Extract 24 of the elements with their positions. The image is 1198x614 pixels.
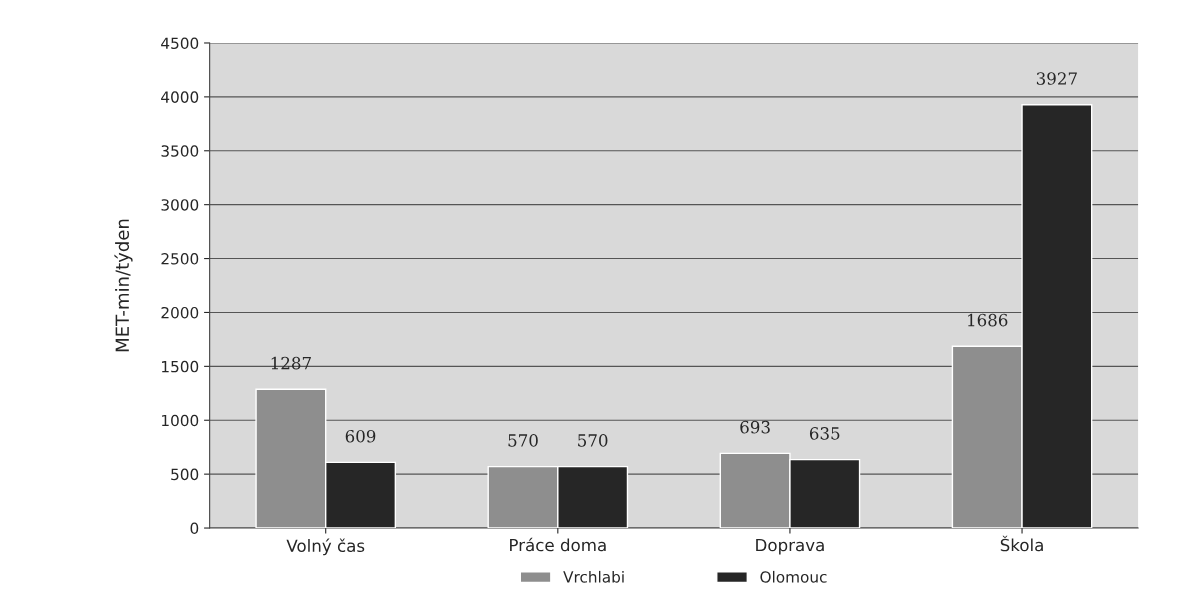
y-tick-label: 2500 — [161, 253, 199, 265]
x-tick-label: Doprava — [756, 538, 824, 555]
data-label: 609 — [345, 429, 376, 443]
y-tick-label: 0 — [190, 522, 199, 535]
data-label: 693 — [740, 420, 770, 434]
data-label: 3927 — [1036, 72, 1077, 85]
data-label: 635 — [809, 427, 840, 440]
y-tick-label: 2000 — [161, 306, 199, 319]
data-label: 570 — [508, 434, 538, 447]
y-tick-label: 1500 — [162, 360, 199, 373]
legend-label: Vrchlabi — [563, 570, 624, 583]
y-tick-label: 3500 — [161, 145, 199, 157]
y-tick-label: 3000 — [161, 199, 199, 211]
x-tick-label: Práce doma — [510, 537, 606, 552]
y-tick-label: 4000 — [161, 91, 199, 103]
data-label: 570 — [578, 434, 608, 447]
y-tick-label: 4500 — [161, 37, 199, 49]
x-tick-label: Škola — [1000, 535, 1043, 552]
x-tick-label: Volný čas — [286, 538, 365, 556]
y-tick-label: 500 — [171, 468, 199, 481]
y-tick-label: 1000 — [162, 414, 199, 427]
legend-label: Olomouc — [760, 570, 827, 583]
y-axis-title: MET-min/týden — [114, 219, 133, 352]
data-label: 1686 — [968, 313, 1008, 327]
